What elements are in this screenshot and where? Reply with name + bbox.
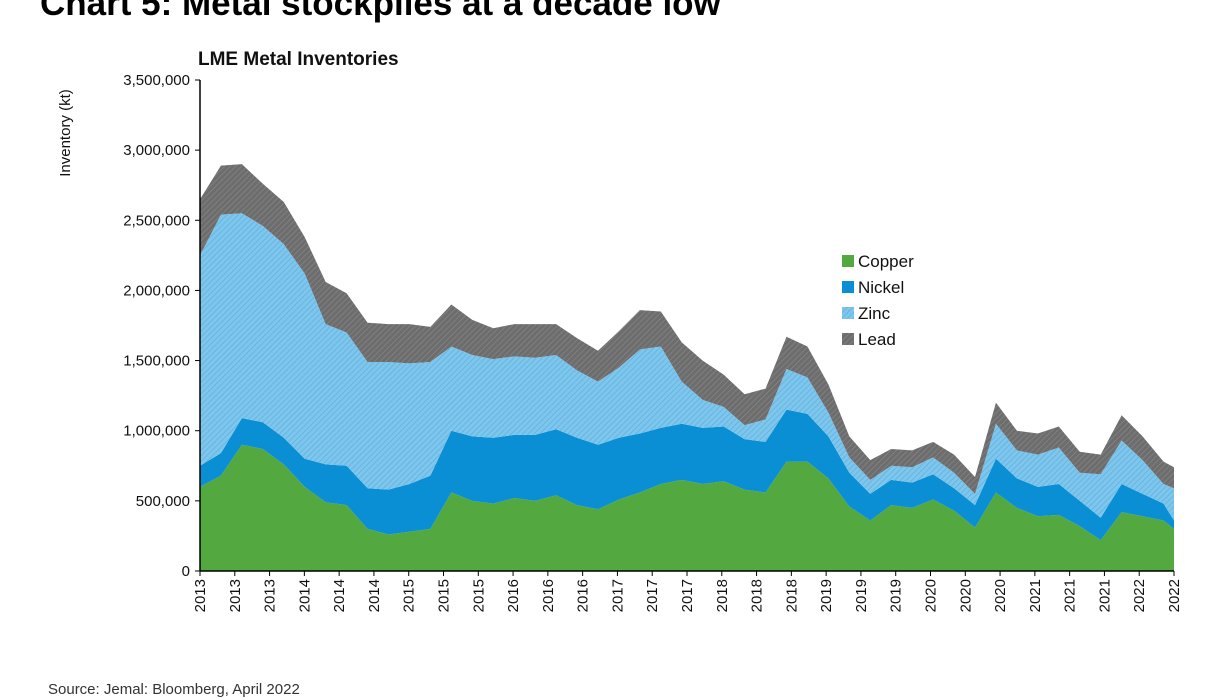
- y-tick-label: 3,000,000: [123, 142, 190, 159]
- legend-label-zinc: Zinc: [858, 304, 891, 323]
- y-tick-label: 0: [182, 563, 190, 580]
- y-axis: 0 500,000 1,000,000 1,500,000 2,000,000 2,500…: [123, 72, 201, 580]
- series-area-zinc: [200, 213, 1174, 521]
- y-tick-label: 3,500,000: [123, 72, 190, 89]
- x-tick-label: 2017: [679, 579, 696, 612]
- x-tick-label: 2021: [1062, 579, 1079, 612]
- x-tick-label: 2015: [436, 579, 453, 612]
- x-tick-label: 2017: [644, 579, 661, 612]
- legend-swatch-copper: [842, 255, 854, 267]
- x-tick-label: 2020: [923, 579, 940, 612]
- legend-swatch-nickel: [842, 281, 854, 293]
- y-tick-label: 1,500,000: [123, 353, 190, 370]
- x-tick-label: 2021: [1096, 579, 1113, 612]
- x-tick-label: 2019: [818, 579, 835, 612]
- y-axis-label: Inventory (kt): [57, 89, 74, 177]
- y-tick-label: 1,000,000: [123, 423, 190, 440]
- x-tick-label: 2016: [540, 579, 557, 612]
- x-tick-label: 2017: [609, 579, 626, 612]
- y-tick-label: 500,000: [136, 493, 190, 510]
- x-tick-label: 2014: [331, 579, 348, 612]
- y-tick-label: 2,500,000: [123, 212, 190, 229]
- x-tick-label: 2019: [888, 579, 905, 612]
- y-tick-label: 2,000,000: [123, 282, 190, 299]
- x-axis: 2013 2013 2013 2014 2014 2014 2015 2015 2015 2016…: [192, 570, 1183, 612]
- x-tick-label: 2014: [366, 579, 383, 612]
- series-area-nickel: [200, 409, 1174, 541]
- legend-label-nickel: Nickel: [858, 278, 904, 297]
- x-tick-label: 2018: [714, 579, 731, 612]
- x-tick-label: 2013: [227, 579, 244, 612]
- legend-label-copper: Copper: [858, 252, 914, 271]
- x-tick-label: 2020: [957, 579, 974, 612]
- chart-heading: Chart 5: Metal stockpiles at a decade lo…: [40, 0, 721, 23]
- x-tick-label: 2015: [401, 579, 418, 612]
- x-tick-label: 2016: [505, 579, 522, 612]
- area-series-group: [200, 164, 1174, 571]
- series-area-copper: [200, 444, 1174, 571]
- chart-title: LME Metal Inventories: [198, 49, 399, 70]
- legend-label-lead: Lead: [858, 330, 896, 349]
- x-tick-label: 2022: [1166, 579, 1183, 612]
- series-area-lead: [200, 164, 1174, 494]
- x-tick-label: 2018: [749, 579, 766, 612]
- legend: Copper Nickel Zinc Lead: [842, 252, 914, 349]
- x-tick-label: 2019: [853, 579, 870, 612]
- x-tick-label: 2018: [783, 579, 800, 612]
- x-tick-label: 2013: [192, 579, 209, 612]
- x-tick-label: 2013: [262, 579, 279, 612]
- legend-swatch-lead: [842, 333, 854, 345]
- x-tick-label: 2016: [575, 579, 592, 612]
- x-tick-label: 2014: [296, 579, 313, 612]
- x-tick-label: 2022: [1131, 579, 1148, 612]
- x-tick-label: 2021: [1027, 579, 1044, 612]
- x-tick-label: 2015: [470, 579, 487, 612]
- legend-swatch-zinc: [842, 307, 854, 319]
- x-tick-label: 2020: [992, 579, 1009, 612]
